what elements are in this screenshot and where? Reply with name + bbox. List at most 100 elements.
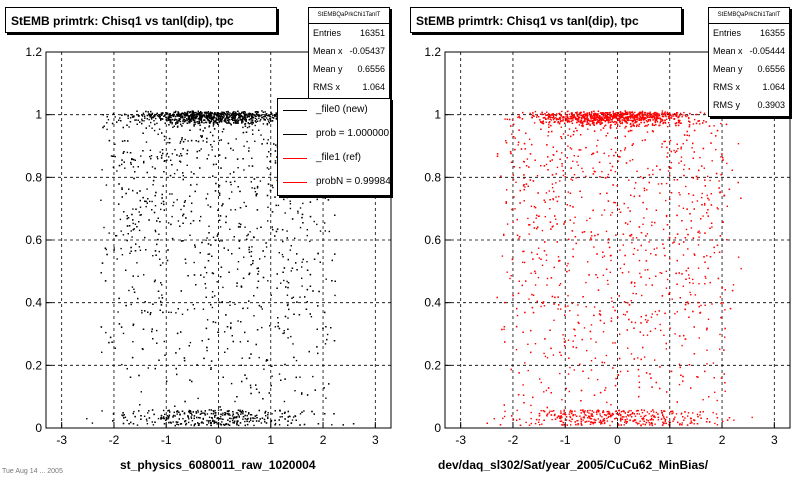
scatter-point xyxy=(236,416,238,418)
scatter-point xyxy=(161,154,163,157)
scatter-point xyxy=(246,235,248,237)
scatter-point xyxy=(143,162,145,164)
scatter-point xyxy=(252,260,254,262)
scatter-point xyxy=(233,117,235,119)
scatter-point xyxy=(181,116,184,118)
scatter-point xyxy=(608,112,610,114)
scatter-point xyxy=(308,350,310,353)
scatter-point xyxy=(154,194,156,197)
scatter-point xyxy=(614,202,617,204)
scatter-point xyxy=(232,111,234,114)
scatter-point xyxy=(627,302,629,304)
scatter-point xyxy=(125,269,127,271)
scatter-point xyxy=(233,420,236,422)
scatter-point xyxy=(249,419,252,422)
scatter-point xyxy=(691,201,694,203)
scatter-point xyxy=(242,116,244,119)
scatter-point xyxy=(129,376,132,378)
scatter-point xyxy=(195,114,197,116)
scatter-point xyxy=(550,119,553,121)
scatter-point xyxy=(693,423,695,425)
scatter-point xyxy=(264,421,266,423)
scatter-point xyxy=(593,411,595,413)
scatter-point xyxy=(198,150,201,152)
scatter-point xyxy=(224,118,227,120)
scatter-point xyxy=(203,111,206,114)
scatter-point xyxy=(234,120,236,123)
scatter-point xyxy=(585,414,587,417)
scatter-point xyxy=(542,120,544,122)
scatter-point xyxy=(132,189,134,192)
scatter-point xyxy=(568,413,570,415)
scatter-point xyxy=(164,160,166,162)
scatter-point xyxy=(114,347,116,349)
scatter-point xyxy=(627,112,629,114)
scatter-point xyxy=(156,156,158,158)
scatter-point xyxy=(147,367,149,369)
scatter-point xyxy=(196,183,198,186)
scatter-point xyxy=(208,119,210,122)
scatter-point xyxy=(220,139,222,141)
scatter-point xyxy=(543,391,545,393)
scatter-point xyxy=(178,113,181,116)
scatter-point xyxy=(205,116,207,118)
scatter-point xyxy=(189,120,191,122)
scatter-point xyxy=(285,286,287,288)
scatter-point xyxy=(197,411,199,413)
scatter-point xyxy=(182,213,185,215)
scatter-point xyxy=(207,116,210,118)
scatter-point xyxy=(218,301,220,304)
scatter-point xyxy=(225,412,227,414)
scatter-point xyxy=(254,191,257,193)
scatter-point xyxy=(152,116,155,119)
scatter-point xyxy=(240,115,242,117)
scatter-point xyxy=(644,118,646,120)
y-tick-label: 0.2 xyxy=(25,358,42,372)
scatter-point xyxy=(669,139,672,142)
scatter-point xyxy=(239,410,241,412)
scatter-point xyxy=(213,422,215,424)
scatter-point xyxy=(652,414,654,416)
scatter-point xyxy=(528,298,530,300)
scatter-point xyxy=(193,121,196,123)
scatter-point xyxy=(228,114,230,116)
scatter-point xyxy=(223,414,226,416)
scatter-point xyxy=(641,294,643,297)
scatter-point xyxy=(210,304,212,306)
scatter-point xyxy=(118,323,121,325)
scatter-point xyxy=(168,415,170,417)
scatter-point xyxy=(162,311,164,314)
scatter-point xyxy=(123,161,125,163)
scatter-point xyxy=(216,122,219,124)
scatter-point xyxy=(179,114,182,116)
scatter-point xyxy=(618,413,620,415)
scatter-point xyxy=(633,285,636,288)
scatter-point xyxy=(268,115,270,117)
scatter-point xyxy=(231,191,233,193)
scatter-point xyxy=(304,296,306,298)
scatter-point xyxy=(255,388,258,390)
scatter-point xyxy=(267,139,269,141)
scatter-point xyxy=(281,253,284,256)
scatter-point xyxy=(567,339,570,341)
scatter-point xyxy=(154,421,156,423)
scatter-point xyxy=(160,300,162,303)
scatter-point xyxy=(229,228,231,230)
scatter-point xyxy=(195,412,198,414)
scatter-point xyxy=(257,115,260,117)
scatter-point xyxy=(165,112,168,114)
scatter-point xyxy=(233,417,236,419)
scatter-point xyxy=(235,412,238,414)
scatter-point xyxy=(186,119,188,122)
scatter-point xyxy=(722,420,724,423)
scatter-point xyxy=(257,114,259,116)
scatter-point xyxy=(128,188,130,190)
scatter-point xyxy=(523,177,525,179)
scatter-point xyxy=(265,360,268,362)
scatter-point xyxy=(215,163,217,165)
scatter-point xyxy=(240,286,243,288)
scatter-point xyxy=(582,170,584,173)
scatter-point xyxy=(706,349,708,351)
scatter-point xyxy=(258,304,261,307)
scatter-point xyxy=(137,297,139,300)
